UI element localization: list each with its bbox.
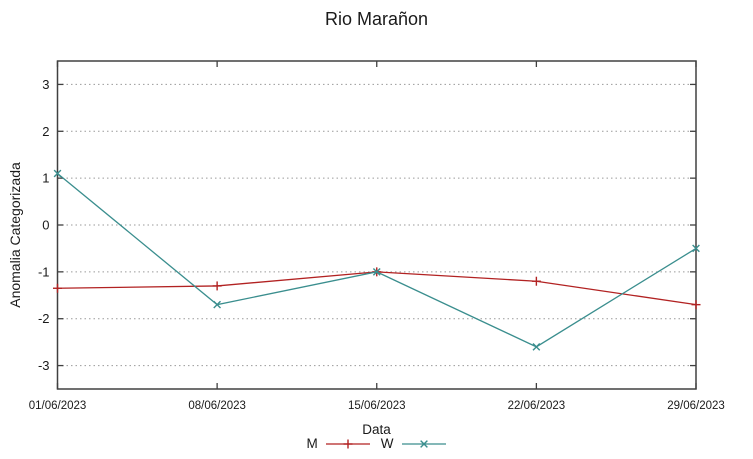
- chart-title: Rio Marañon: [324, 9, 429, 29]
- x-tick-label: 15/06/2023: [348, 400, 406, 412]
- y-tick-label: 1: [42, 171, 49, 186]
- x-marker: [53, 169, 62, 178]
- y-tick-label: -3: [38, 358, 50, 373]
- y-tick-label: 2: [42, 124, 49, 139]
- series-M: [53, 267, 701, 310]
- x-marker: [372, 267, 381, 276]
- x-marker: [213, 300, 221, 309]
- y-tick-label: 3: [42, 77, 49, 92]
- x-tick-label: 01/06/2023: [29, 400, 87, 412]
- series-W: [53, 169, 700, 351]
- x-axis-label: Data: [362, 422, 391, 437]
- series-line-M: [57, 271, 697, 306]
- x-tick-label: 22/06/2023: [508, 400, 566, 412]
- legend-label-M: M: [306, 436, 318, 451]
- x-tick-label: 29/06/2023: [667, 400, 725, 412]
- y-axis-label: Anomalia Categorizada: [7, 162, 23, 308]
- legend-item-M: M: [307, 436, 371, 451]
- x-marker: [532, 342, 541, 351]
- legend-label-W: W: [380, 436, 394, 451]
- series-line-W: [57, 172, 697, 348]
- legend-sample-W: [401, 439, 446, 448]
- x-marker: [419, 439, 428, 448]
- x-marker: [692, 244, 700, 253]
- y-tick-label: 0: [42, 218, 49, 233]
- y-tick-label: -2: [38, 311, 50, 326]
- y-tick-label: -1: [38, 264, 50, 279]
- legend-item-W: W: [381, 436, 447, 451]
- legend-sample-M: [325, 439, 370, 448]
- x-tick-label: 08/06/2023: [188, 400, 246, 412]
- plot-border: [56, 60, 697, 390]
